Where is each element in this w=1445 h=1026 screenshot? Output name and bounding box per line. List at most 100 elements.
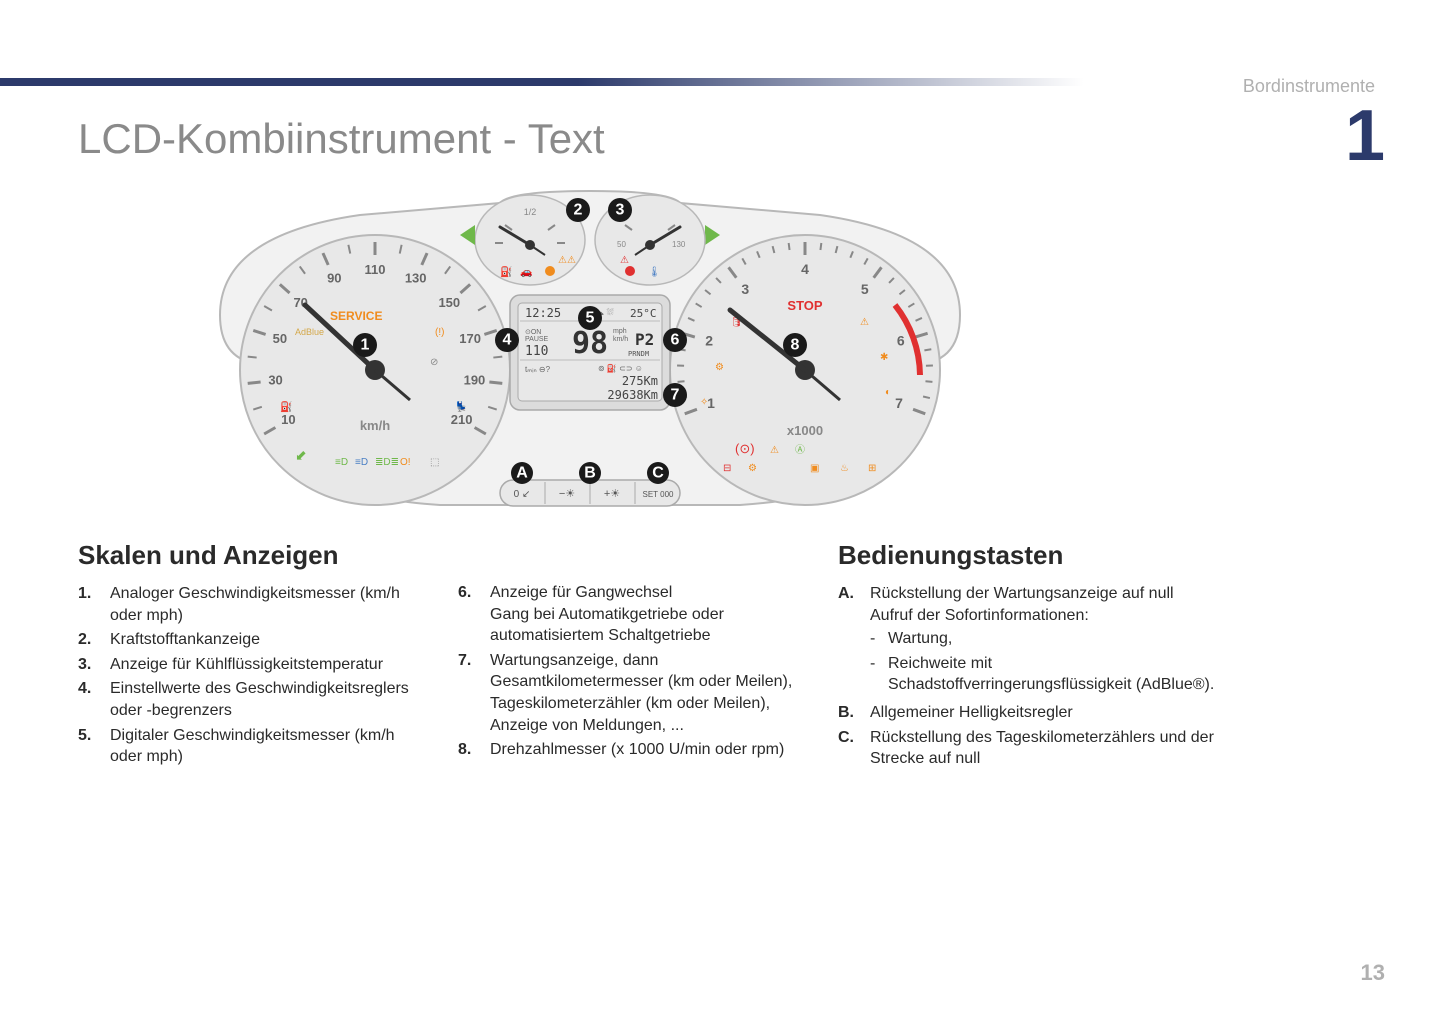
svg-text:4: 4: [503, 332, 512, 349]
svg-text:▣: ▣: [810, 463, 819, 474]
svg-text:🚗: 🚗: [520, 267, 532, 278]
sublist-item: -Wartung,: [870, 628, 1228, 650]
svg-text:SET 000: SET 000: [643, 490, 675, 499]
list-item: B.Allgemeiner Helligkeitsregler: [838, 702, 1228, 724]
tachometer-gauge: 1234567 x1000 STOP 🛢 ⚠ ⚙ ✱ ◐ ✧ (⊙) ⚠ Ⓐ ⊟…: [670, 235, 940, 505]
svg-text:≣D≣: ≣D≣: [375, 457, 399, 468]
svg-text:30: 30: [268, 372, 282, 387]
list-text: Allgemeiner Helligkeitsregler: [870, 702, 1228, 724]
list-number: 4.: [78, 678, 110, 721]
lcd-display: 12:25 25°C ☁ ⛆ ⊙ON PAUSE 110 98 mph km/h…: [495, 295, 687, 410]
svg-text:275Km: 275Km: [622, 374, 658, 388]
svg-text:90: 90: [327, 271, 341, 286]
section-label: Bordinstrumente: [1243, 76, 1375, 97]
svg-text:⛽: ⛽: [280, 400, 292, 413]
list-number: 5.: [78, 725, 110, 768]
content-area: Skalen und Anzeigen 1.Analoger Geschwind…: [78, 540, 1367, 773]
list-text: Wartungsanzeige, dann Gesamtkilometermes…: [490, 650, 808, 736]
svg-text:(⊙): (⊙): [735, 441, 755, 456]
svg-text:◐: ◐: [885, 387, 891, 398]
list-skalen-1: 1.Analoger Geschwindigkeitsmesser (km/h …: [78, 583, 428, 768]
list-text: Digitaler Geschwindigkeitsmesser (km/h o…: [110, 725, 428, 768]
svg-text:1: 1: [361, 337, 370, 354]
list-item: 3.Anzeige für Kühlflüssigkeitstemperatur: [78, 654, 428, 676]
svg-text:130: 130: [405, 271, 427, 286]
list-number: 2.: [78, 629, 110, 651]
sublist-item: -Reichweite mit Schadstoffverringerungsf…: [870, 653, 1228, 696]
svg-text:50: 50: [273, 331, 287, 346]
list-item: 5.Digitaler Geschwindigkeitsmesser (km/h…: [78, 725, 428, 768]
svg-text:110: 110: [365, 262, 386, 277]
list-text: Drehzahlmesser (x 1000 U/min oder rpm): [490, 739, 808, 761]
heading-skalen: Skalen und Anzeigen: [78, 540, 428, 571]
list-item: 1.Analoger Geschwindigkeitsmesser (km/h …: [78, 583, 428, 626]
svg-text:⛽: ⛽: [500, 265, 512, 278]
list-text: Kraftstofftankanzeige: [110, 629, 428, 651]
svg-text:B: B: [584, 465, 596, 482]
svg-text:A: A: [516, 465, 528, 482]
column-bedienung: Bedienungstasten A.Rückstellung der Wart…: [838, 540, 1258, 773]
svg-text:29638Km: 29638Km: [607, 388, 658, 402]
list-number: 6.: [458, 582, 490, 647]
svg-text:tₘᵢₙ ⊖?: tₘᵢₙ ⊖?: [525, 365, 551, 374]
page-number: 13: [1361, 960, 1385, 986]
svg-text:⚠: ⚠: [770, 445, 779, 456]
svg-text:⬚: ⬚: [430, 457, 439, 468]
svg-text:♨: ♨: [840, 463, 849, 474]
svg-text:3: 3: [616, 202, 625, 219]
svg-text:4: 4: [801, 261, 809, 277]
sublist-text: Wartung,: [888, 628, 952, 650]
svg-text:💺: 💺: [455, 400, 467, 413]
header-bar: [0, 78, 1445, 86]
svg-text:5: 5: [861, 281, 869, 297]
sublist: -Wartung, -Reichweite mit Schadstoffverri…: [870, 628, 1228, 696]
list-skalen-2: 6.Anzeige für GangwechselGang bei Automa…: [458, 582, 808, 761]
list-text: Rückstellung der Wartungsanzeige auf nul…: [870, 583, 1228, 699]
list-number: C.: [838, 727, 870, 770]
svg-text:STOP: STOP: [787, 298, 822, 313]
dashboard-illustration: 1030507090110130150170190210 km/h SERVIC…: [200, 185, 980, 520]
svg-text:⚙: ⚙: [748, 463, 757, 474]
svg-text:190: 190: [464, 372, 486, 387]
button-strip: 0 ↙ −☀ +☀ SET 000 A B C: [500, 462, 680, 506]
svg-text:5: 5: [586, 310, 595, 327]
list-number: A.: [838, 583, 870, 699]
svg-text:1/2: 1/2: [524, 207, 537, 217]
svg-text:0 ↙: 0 ↙: [514, 489, 531, 500]
svg-text:98: 98: [572, 326, 608, 361]
list-item: A.Rückstellung der Wartungsanzeige auf n…: [838, 583, 1228, 699]
svg-text:2: 2: [705, 332, 713, 348]
temp-gauge: 50 130 ⚠ 🌡 3: [595, 195, 705, 285]
svg-text:AdBlue: AdBlue: [295, 327, 324, 337]
list-item: 2.Kraftstofftankanzeige: [78, 629, 428, 651]
svg-text:3: 3: [741, 281, 749, 297]
page-title: LCD-Kombiinstrument - Text: [78, 115, 605, 163]
list-number: B.: [838, 702, 870, 724]
svg-text:8: 8: [791, 337, 800, 354]
svg-text:130: 130: [672, 240, 686, 249]
list-number: 7.: [458, 650, 490, 736]
svg-text:7: 7: [895, 395, 903, 411]
svg-text:≡D: ≡D: [355, 457, 368, 468]
svg-text:10: 10: [281, 412, 295, 427]
svg-text:6: 6: [897, 332, 905, 348]
list-item: 4.Einstellwerte des Geschwindigkeitsregl…: [78, 678, 428, 721]
svg-text:7: 7: [671, 387, 680, 404]
svg-text:150: 150: [438, 295, 460, 310]
svg-text:O!: O!: [400, 457, 411, 468]
svg-text:⊚ ⛽ ⊂⊃ ☺: ⊚ ⛽ ⊂⊃ ☺: [598, 363, 643, 373]
list-item: 6.Anzeige für GangwechselGang bei Automa…: [458, 582, 808, 647]
list-text: Rückstellung des Tageskilometerzählers u…: [870, 727, 1228, 770]
svg-text:⊙ON: ⊙ON: [525, 329, 541, 336]
svg-text:km/h: km/h: [613, 336, 628, 343]
sublist-dash: -: [870, 628, 888, 650]
list-text: Anzeige für GangwechselGang bei Automati…: [490, 582, 808, 647]
svg-text:⊘: ⊘: [430, 357, 438, 368]
list-text: Anzeige für Kühlflüssigkeitstemperatur: [110, 654, 428, 676]
svg-text:170: 170: [459, 331, 481, 346]
svg-text:mph: mph: [613, 328, 627, 335]
svg-text:Ⓐ: Ⓐ: [795, 444, 805, 456]
svg-text:✧: ✧: [700, 397, 708, 408]
svg-text:km/h: km/h: [360, 418, 390, 433]
svg-text:2: 2: [574, 202, 583, 219]
